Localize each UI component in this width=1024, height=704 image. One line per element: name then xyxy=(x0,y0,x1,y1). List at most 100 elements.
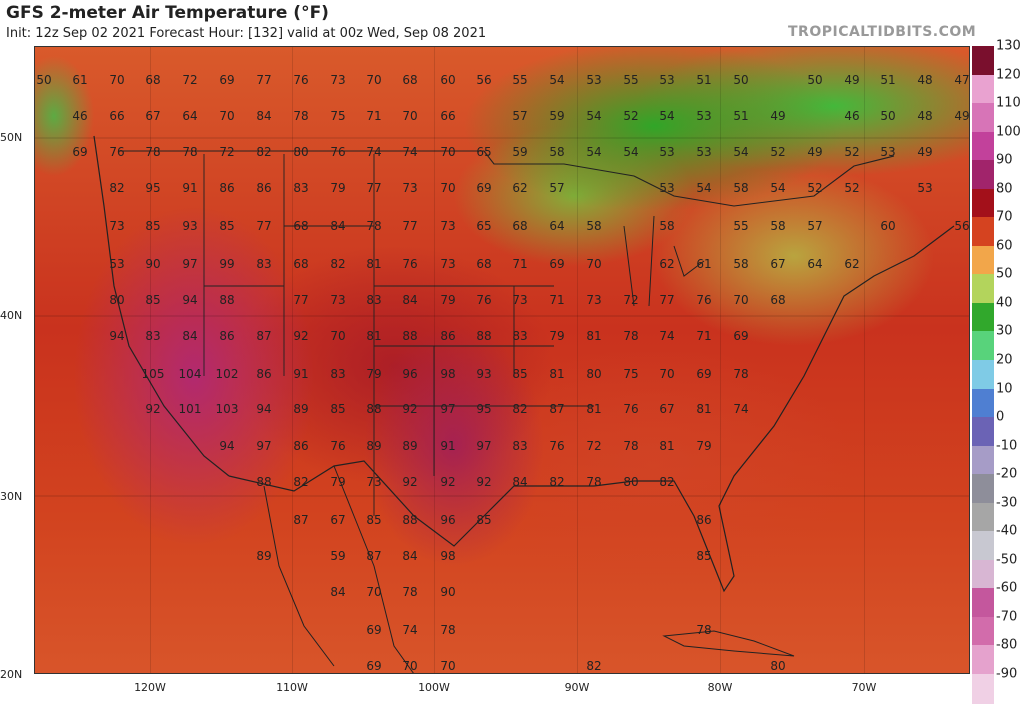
color-scale-segment xyxy=(972,360,994,390)
temperature-value: 82 xyxy=(109,181,125,195)
temperature-value: 64 xyxy=(807,257,823,271)
temperature-value: 101 xyxy=(178,402,202,416)
temperature-value: 49 xyxy=(954,109,970,123)
temperature-value: 54 xyxy=(770,181,786,195)
temperature-value: 52 xyxy=(807,181,823,195)
map-title: GFS 2-meter Air Temperature (°F) xyxy=(6,3,329,23)
temperature-value: 51 xyxy=(880,73,896,87)
temperature-value: 78 xyxy=(366,219,382,233)
temperature-value: 72 xyxy=(623,293,639,307)
temperature-value: 81 xyxy=(549,367,565,381)
color-scale-tick: -60 xyxy=(996,580,1018,596)
temperature-value: 58 xyxy=(733,257,749,271)
temperature-value: 79 xyxy=(696,439,712,453)
temperature-value: 95 xyxy=(145,181,161,195)
temperature-value: 70 xyxy=(402,109,418,123)
temperature-value: 59 xyxy=(549,109,565,123)
map-overlays xyxy=(34,135,970,674)
temperature-value: 48 xyxy=(917,73,933,87)
temperature-value: 53 xyxy=(696,109,712,123)
temperature-value: 85 xyxy=(219,219,235,233)
temperature-value: 83 xyxy=(512,329,528,343)
lat-label: 20N xyxy=(0,668,23,681)
temperature-value: 73 xyxy=(440,219,456,233)
temperature-value: 85 xyxy=(476,513,492,527)
temperature-value: 78 xyxy=(696,623,712,637)
temperature-value: 69 xyxy=(366,623,382,637)
temperature-value: 75 xyxy=(330,109,346,123)
temperature-value: 86 xyxy=(219,181,235,195)
temperature-value: 57 xyxy=(549,181,565,195)
temperature-value: 87 xyxy=(256,329,272,343)
temperature-value: 82 xyxy=(586,659,602,673)
temperature-value: 69 xyxy=(476,181,492,195)
temperature-value: 65 xyxy=(476,145,492,159)
temperature-value: 67 xyxy=(330,513,346,527)
temperature-value: 73 xyxy=(330,293,346,307)
temperature-value: 92 xyxy=(145,402,161,416)
temperature-value: 99 xyxy=(219,257,235,271)
temperature-value: 84 xyxy=(256,109,272,123)
temperature-value: 70 xyxy=(733,293,749,307)
temperature-value: 79 xyxy=(330,475,346,489)
temperature-value: 88 xyxy=(256,475,272,489)
temperature-value: 82 xyxy=(659,475,675,489)
temperature-value: 80 xyxy=(770,659,786,673)
temperature-value: 89 xyxy=(293,402,309,416)
color-scale-segment xyxy=(972,474,994,504)
color-scale-tick: 80 xyxy=(996,181,1013,197)
color-scale-segment xyxy=(972,131,994,162)
temperature-value: 76 xyxy=(696,293,712,307)
temperature-value: 52 xyxy=(844,145,860,159)
temperature-value: 76 xyxy=(330,145,346,159)
temperature-value: 81 xyxy=(586,402,602,416)
temperature-value: 86 xyxy=(219,329,235,343)
temperature-value: 46 xyxy=(844,109,860,123)
temperature-value: 96 xyxy=(440,513,456,527)
temperature-value: 82 xyxy=(256,145,272,159)
temperature-value: 58 xyxy=(586,219,602,233)
color-scale-tick: -50 xyxy=(996,552,1018,568)
color-scale-segment xyxy=(972,531,994,561)
color-scale-segment xyxy=(972,103,994,133)
temperature-value: 79 xyxy=(330,181,346,195)
temperature-map xyxy=(34,46,970,674)
temperature-value: 88 xyxy=(402,513,418,527)
temperature-value: 77 xyxy=(256,73,272,87)
temperature-value: 67 xyxy=(770,257,786,271)
temperature-value: 56 xyxy=(954,219,970,233)
color-scale-segment xyxy=(972,588,994,618)
temperature-value: 86 xyxy=(440,329,456,343)
color-scale-segment xyxy=(972,74,994,105)
temperature-value: 77 xyxy=(659,293,675,307)
temperature-value: 89 xyxy=(402,439,418,453)
color-scale-tick: -80 xyxy=(996,637,1018,653)
temperature-value: 89 xyxy=(366,439,382,453)
temperature-value: 86 xyxy=(696,513,712,527)
temperature-value: 49 xyxy=(844,73,860,87)
temperature-value: 78 xyxy=(182,145,198,159)
temperature-value: 92 xyxy=(476,475,492,489)
temperature-value: 83 xyxy=(512,439,528,453)
temperature-value: 95 xyxy=(476,402,492,416)
temperature-value: 49 xyxy=(917,145,933,159)
temperature-value: 74 xyxy=(366,145,382,159)
temperature-value: 88 xyxy=(402,329,418,343)
color-scale-tick: 20 xyxy=(996,352,1013,368)
temperature-value: 53 xyxy=(109,257,125,271)
temperature-value: 71 xyxy=(696,329,712,343)
temperature-value: 69 xyxy=(696,367,712,381)
site-watermark: TROPICALTIDBITS.COM xyxy=(788,24,977,40)
color-scale-segment xyxy=(972,331,994,361)
temperature-value: 68 xyxy=(145,73,161,87)
temperature-value: 76 xyxy=(549,439,565,453)
lon-label: 80W xyxy=(707,681,733,694)
temperature-value: 77 xyxy=(402,219,418,233)
lon-label: 70W xyxy=(851,681,877,694)
temperature-value: 82 xyxy=(549,475,565,489)
temperature-value: 75 xyxy=(623,367,639,381)
temperature-value: 52 xyxy=(770,145,786,159)
temperature-value: 53 xyxy=(880,145,896,159)
temperature-value: 85 xyxy=(366,513,382,527)
temperature-value: 85 xyxy=(330,402,346,416)
